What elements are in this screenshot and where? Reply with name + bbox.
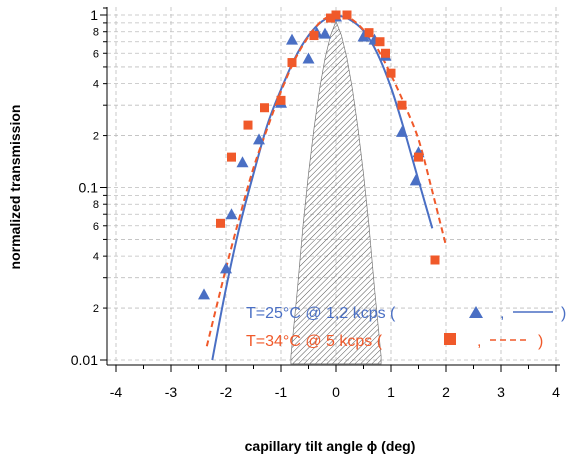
x-tick-label: 4 [552, 384, 560, 400]
x-tick-label: -3 [165, 384, 178, 400]
triangle-point [286, 33, 298, 45]
tick-labels: -4 -3 -2 -1 0 1 2 3 4 2 4 6 8 2 4 6 8 0.01 0.1 1 [71, 7, 560, 400]
data-points [198, 10, 440, 300]
square-point [375, 37, 385, 47]
square-point [216, 218, 225, 228]
y-minor-tick-label: 2 [93, 131, 99, 143]
square-point [309, 31, 319, 41]
square-point [342, 10, 352, 20]
legend-square-marker [444, 333, 456, 345]
y-tick-label: 1 [90, 7, 98, 23]
square-point [243, 120, 253, 130]
legend: T=25°C @ 1,2 kcps (,) T=34°C @ 5 kcps (,) [246, 305, 566, 350]
square-point [227, 152, 236, 162]
triangle-point [357, 30, 370, 42]
legend-separator: , [477, 333, 481, 350]
triangle-point [319, 27, 331, 39]
square-point [326, 13, 335, 23]
x-tick-label: -4 [110, 384, 123, 400]
legend-close: ) [561, 305, 566, 322]
triangle-point [253, 133, 265, 145]
square-point [364, 28, 374, 38]
triangle-point [220, 262, 232, 274]
legend-triangle-marker [469, 306, 483, 318]
y-tick-label: 0.01 [71, 352, 98, 368]
square-point [381, 48, 390, 58]
axes [100, 7, 560, 372]
y-minor-tick-label: 4 [93, 251, 99, 263]
triangle-point [396, 125, 408, 137]
square-point [331, 10, 341, 20]
legend-separator: , [500, 305, 504, 322]
x-tick-label: -2 [220, 384, 233, 400]
hatched-region [290, 20, 382, 365]
y-tick-label: 0.1 [79, 180, 99, 196]
y-minor-tick-label: 6 [93, 48, 99, 60]
hatched-area [290, 20, 382, 365]
x-axis-label: capillary tilt angle ϕ (deg) [245, 438, 416, 454]
square-point [386, 68, 396, 78]
square-point [260, 103, 269, 113]
x-tick-label: -1 [275, 384, 288, 400]
y-minor-tick-label: 2 [93, 303, 99, 315]
y-minor-tick-label: 6 [93, 221, 99, 233]
x-tick-label: 2 [442, 384, 450, 400]
fit-line-solid [211, 14, 434, 361]
legend-close: ) [538, 333, 543, 350]
triangle-point [409, 174, 422, 186]
triangle-point [198, 288, 210, 300]
legend-text-25c: T=25°C @ 1,2 kcps ( [246, 305, 396, 322]
square-point [414, 152, 423, 162]
square-point [276, 95, 286, 105]
triangle-point [302, 52, 315, 64]
y-axis-label: normalized transmission [7, 105, 23, 270]
x-tick-label: 1 [387, 384, 395, 400]
legend-text-34c: T=34°C @ 5 kcps ( [246, 333, 383, 350]
y-minor-tick-label: 8 [93, 27, 99, 39]
x-tick-label: 3 [497, 384, 505, 400]
x-tick-label: 0 [332, 384, 340, 400]
square-point [430, 255, 440, 265]
square-point [397, 100, 407, 110]
triangle-point [236, 156, 249, 168]
y-minor-tick-label: 4 [93, 79, 99, 91]
y-minor-tick-label: 8 [93, 199, 99, 211]
square-point [287, 58, 297, 68]
triangle-point [225, 208, 238, 220]
